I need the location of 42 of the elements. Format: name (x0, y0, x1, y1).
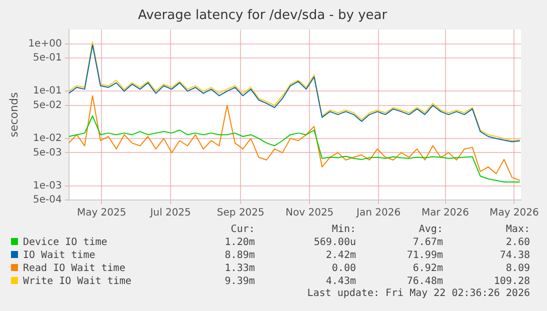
text: Avg: (418, 223, 443, 236)
text: 74.38 (498, 249, 530, 262)
text: 1.33m (224, 262, 255, 275)
text: 4.43m (324, 275, 356, 288)
text: 8.09 (504, 262, 530, 275)
y-tick-label: 1e+00 (28, 38, 62, 50)
text: 1.20m (224, 236, 255, 249)
x-tick-label: Sep 2025 (216, 208, 264, 219)
y-tick-label: 5e-02 (32, 100, 62, 111)
x-tick-label: Jan 2026 (356, 208, 401, 219)
legend-label: Write IO Wait time (22, 276, 132, 287)
x-tick-label: May 2026 (490, 208, 539, 219)
text: 7.67m (412, 236, 443, 249)
text: Cur: (230, 223, 255, 236)
text: Min: (330, 223, 356, 236)
text: 76.48m (406, 275, 443, 288)
x-tick-label: Jul 2025 (149, 208, 191, 219)
text: 0.00 (330, 262, 356, 275)
text: 8.89m (224, 249, 255, 262)
y-tick-label: 1e-02 (32, 133, 62, 144)
text: 2.60 (504, 236, 530, 249)
text: Max: (504, 223, 530, 236)
x-tick-label: Mar 2026 (422, 208, 470, 219)
text: 569.00u (312, 236, 356, 249)
text: 2.42m (324, 249, 356, 262)
x-tick-label: Nov 2025 (286, 208, 334, 219)
text: 71.99m (406, 249, 443, 262)
text: 9.39m (224, 275, 255, 288)
y-tick-label: 5e-04 (32, 194, 62, 206)
legend-label: IO Wait time (22, 250, 96, 261)
y-tick-label: 1e-03 (32, 180, 62, 192)
x-tick-label: May 2025 (76, 208, 126, 219)
y-tick-label: 5e-01 (32, 52, 62, 64)
y-tick-label: 1e-01 (32, 86, 62, 97)
legend-label: Read IO Wait time (22, 263, 126, 274)
legend-label: Device IO time (22, 237, 108, 248)
y-tick-label: 5e-03 (32, 147, 62, 158)
text: 6.92m (412, 262, 443, 275)
text: Last update: Fri May 22 02:36:26 2026 (306, 288, 530, 299)
text: 109.28 (492, 275, 530, 288)
chart-title: Average latency for /dev/sda - by year (138, 8, 388, 24)
y-axis-title: seconds (7, 92, 20, 138)
